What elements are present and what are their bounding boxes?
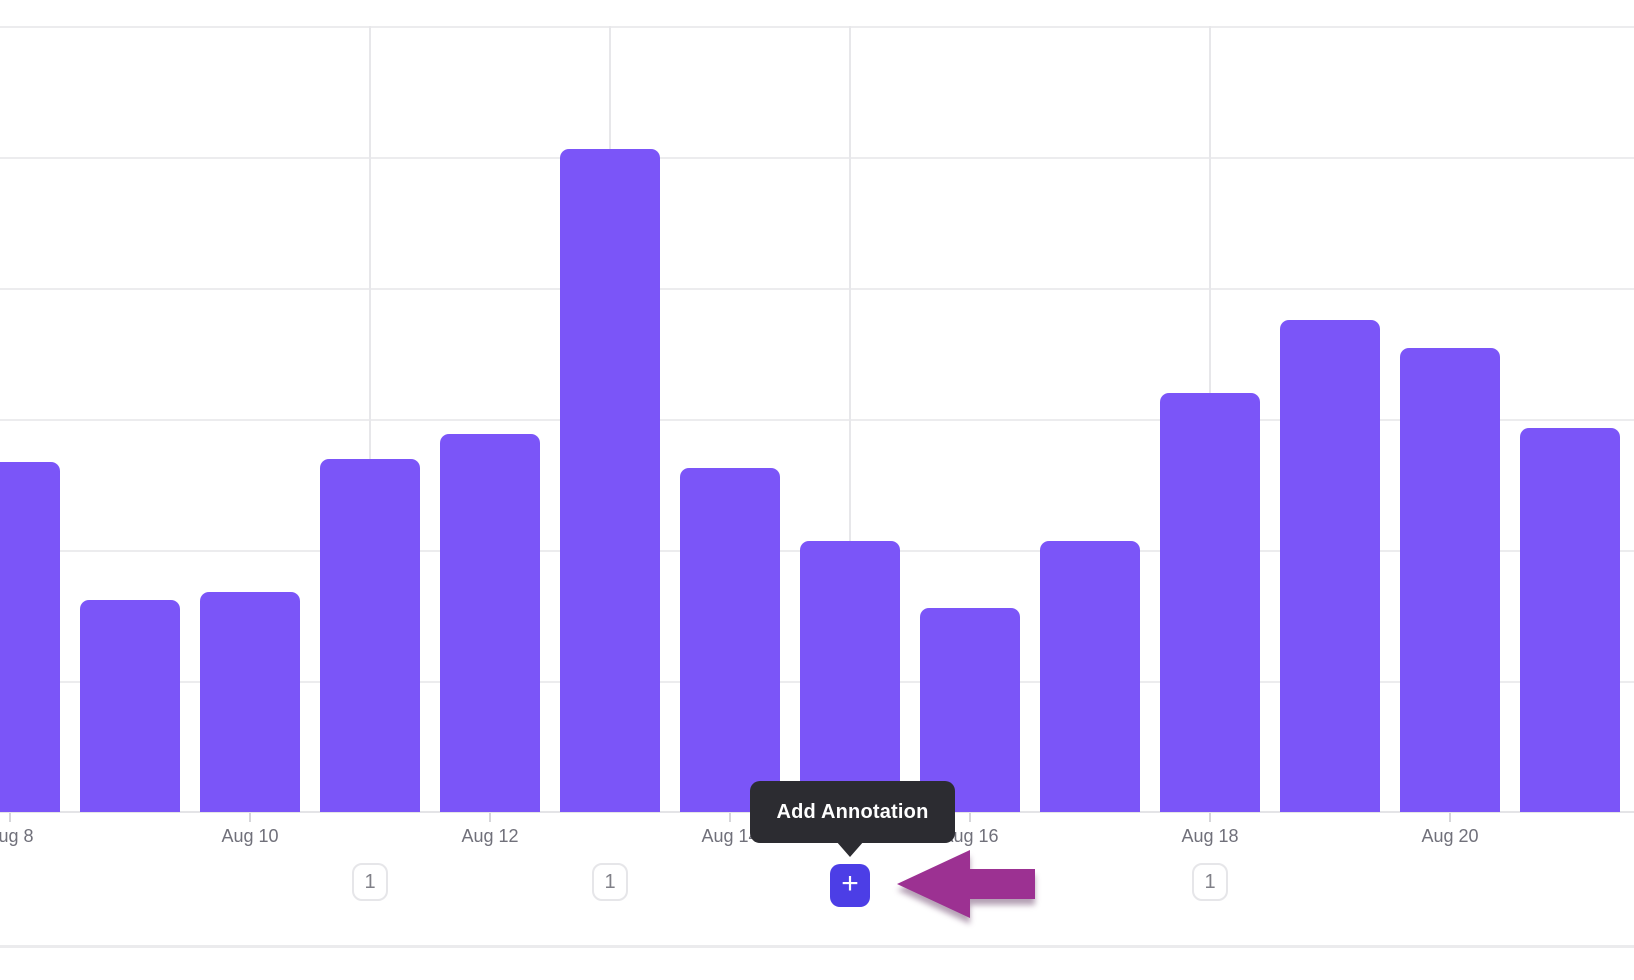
h-gridline xyxy=(0,288,1634,290)
x-axis-tick xyxy=(969,813,971,822)
add-annotation-tooltip-label: Add Annotation xyxy=(776,800,929,823)
bar-aug-11[interactable] xyxy=(320,459,420,812)
x-axis-tick xyxy=(489,813,491,822)
bar-aug-10[interactable] xyxy=(200,592,300,812)
bar-aug-14[interactable] xyxy=(680,468,780,812)
bottom-divider xyxy=(0,945,1634,948)
x-axis-tick xyxy=(1209,813,1211,822)
add-annotation-tooltip: Add Annotation xyxy=(750,781,955,843)
bar-aug-18[interactable] xyxy=(1160,393,1260,812)
h-gridline xyxy=(0,26,1634,28)
add-annotation-button[interactable]: + xyxy=(830,864,870,907)
annotation-badge-aug-11[interactable]: 1 xyxy=(352,863,388,901)
arrow-shape xyxy=(897,850,1035,918)
x-axis-tick xyxy=(1449,813,1451,822)
h-gridline xyxy=(0,157,1634,159)
annotation-badge-aug-18[interactable]: 1 xyxy=(1192,863,1228,901)
bar-aug-9[interactable] xyxy=(80,600,180,812)
bar-aug-21[interactable] xyxy=(1520,428,1620,812)
x-axis-label: Aug 10 xyxy=(221,826,279,846)
x-axis-tick xyxy=(729,813,731,822)
annotation-guideline xyxy=(849,26,851,812)
bar-aug-15[interactable] xyxy=(800,541,900,812)
h-gridline xyxy=(0,419,1634,421)
x-axis-label: Aug 16 xyxy=(941,826,999,846)
bar-aug-17[interactable] xyxy=(1040,541,1140,812)
annotation-badge-aug-13[interactable]: 1 xyxy=(592,863,628,901)
tooltip-pointer-icon xyxy=(836,841,864,857)
x-axis-label: Aug 8 xyxy=(0,826,34,846)
bar-aug-16[interactable] xyxy=(920,608,1020,812)
x-axis-label: Aug 12 xyxy=(461,826,519,846)
bar-aug-19[interactable] xyxy=(1280,320,1380,812)
x-axis-label: Aug 20 xyxy=(1421,826,1479,846)
bar-aug-12[interactable] xyxy=(440,434,540,812)
callout-arrow-icon xyxy=(897,850,1035,918)
bar-aug-20[interactable] xyxy=(1400,348,1500,812)
x-axis-tick xyxy=(249,813,251,822)
x-axis-label: Aug 18 xyxy=(1181,826,1239,846)
annotation-guideline xyxy=(369,26,371,812)
bar-aug-13[interactable] xyxy=(560,149,660,812)
x-axis-label: Aug 14 xyxy=(701,826,759,846)
x-axis-tick xyxy=(9,813,11,822)
bar-aug-8[interactable] xyxy=(0,462,60,812)
